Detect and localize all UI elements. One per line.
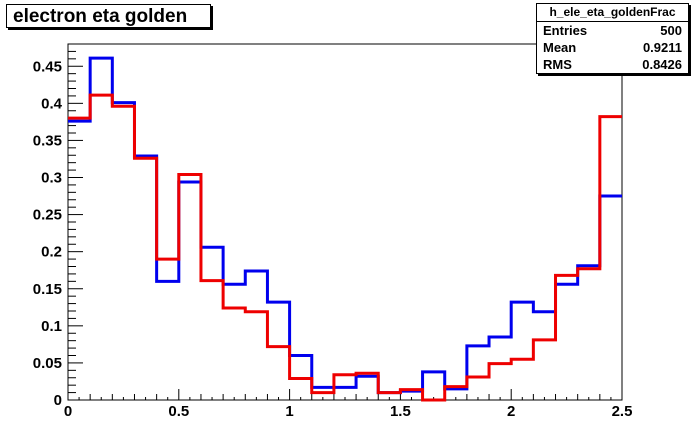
y-tick-label: 0.2 <box>41 244 62 261</box>
y-tick-label: 0.4 <box>41 95 63 112</box>
y-tick-label: 0.25 <box>33 207 62 224</box>
stats-row-mean: Mean 0.9211 <box>537 39 688 56</box>
stats-label-mean: Mean <box>543 40 577 55</box>
stats-row-entries: Entries 500 <box>537 22 688 39</box>
x-tick-label: 2.5 <box>612 403 633 420</box>
x-tick-label: 0 <box>64 403 72 420</box>
stats-label-rms: RMS <box>543 57 572 72</box>
y-tick-label: 0.15 <box>33 281 62 298</box>
stats-label-entries: Entries <box>543 23 588 38</box>
stats-value-entries: 500 <box>660 23 682 38</box>
y-tick-label: 0 <box>54 392 62 409</box>
y-tick-label: 0.3 <box>41 170 62 187</box>
series-layer <box>68 56 622 402</box>
plot-title: electron eta golden <box>6 4 211 28</box>
axis-ticks: 0 0.5 1 1.5 2 2.5 0 0.05 0.1 0.15 0.2 0.25 0.3 0.35 0.… <box>33 43 633 420</box>
x-tick-label: 1.5 <box>390 403 411 420</box>
stats-value-mean: 0.9211 <box>642 40 682 55</box>
y-tick-label: 0.35 <box>33 132 62 149</box>
series-1-line <box>68 93 622 402</box>
x-tick-label: 1 <box>285 403 293 420</box>
stats-value-rms: 0.8426 <box>642 57 682 72</box>
y-tick-label: 0.1 <box>41 318 62 335</box>
x-tick-label: 2 <box>507 403 515 420</box>
stats-box: h_ele_eta_goldenFrac Entries 500 Mean 0.… <box>536 3 689 74</box>
stats-histogram-name: h_ele_eta_goldenFrac <box>537 4 688 22</box>
plot-frame <box>67 43 623 401</box>
stats-row-rms: RMS 0.8426 <box>537 56 688 73</box>
x-tick-label: 0.5 <box>168 403 189 420</box>
series-0-line <box>68 56 622 395</box>
y-tick-label: 0.05 <box>33 355 62 372</box>
y-tick-label: 0.45 <box>33 58 62 75</box>
